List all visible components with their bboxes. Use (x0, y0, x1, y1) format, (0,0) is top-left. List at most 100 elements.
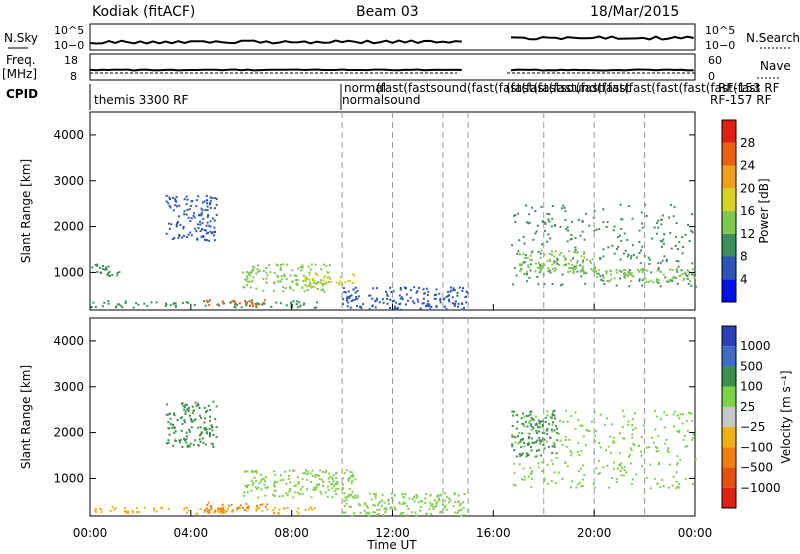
echo-cell (546, 463, 549, 466)
echo-cell (580, 255, 583, 258)
echo-cell (351, 475, 354, 478)
colorbar-segment (722, 487, 736, 508)
echo-cell (541, 425, 544, 428)
echo-cell (665, 258, 668, 261)
echo-cell (322, 481, 325, 484)
echo-cell (691, 482, 694, 485)
echo-cell (189, 231, 192, 234)
echo-cell (247, 507, 250, 510)
echo-cell (359, 305, 362, 308)
echo-cell (576, 451, 579, 454)
echo-cell (347, 495, 350, 498)
echo-cell (178, 441, 181, 444)
echo-cell (528, 276, 531, 279)
echo-cell (531, 477, 533, 480)
echo-cell (174, 198, 177, 201)
echo-cell (123, 507, 126, 509)
echo-cell (667, 280, 670, 283)
colorbar-tick-label: 100 (740, 380, 763, 394)
nsearch-ytick-bottom: 10−0 (705, 39, 735, 52)
echo-cell (554, 224, 557, 226)
echo-cell (553, 429, 556, 432)
echo-cell (202, 236, 205, 239)
echo-cell (567, 229, 570, 232)
echo-cell (640, 211, 643, 214)
echo-cell (660, 219, 663, 221)
echo-cell (167, 441, 170, 444)
echo-cell (581, 478, 584, 481)
nsky-trace (89, 35, 694, 45)
echo-cell (191, 412, 194, 415)
echo-cell (548, 258, 551, 261)
echo-cell (192, 214, 195, 217)
echo-cell (439, 297, 442, 300)
echo-cell (196, 223, 199, 226)
colorbar-tick-label: 1000 (740, 339, 771, 353)
echo-cell (538, 439, 541, 442)
echo-cell (531, 470, 534, 473)
echo-cell (272, 509, 275, 512)
echo-cell (289, 285, 292, 288)
echo-cell (276, 280, 279, 283)
echo-cell (689, 280, 692, 283)
echo-cell (242, 285, 245, 288)
echo-cell (246, 284, 249, 286)
echo-cell (439, 299, 442, 302)
echo-cell (406, 505, 409, 508)
echo-cell (300, 269, 302, 272)
echo-cell (259, 473, 262, 476)
echo-cell (215, 405, 218, 408)
echo-cell (530, 428, 533, 431)
echo-cell (345, 498, 348, 501)
echo-cell (190, 234, 193, 237)
echo-cell (173, 426, 176, 429)
echo-cell (681, 272, 684, 275)
echo-cell (296, 476, 299, 479)
echo-cell (195, 199, 198, 202)
echo-cell (684, 273, 687, 276)
echo-cell (382, 301, 385, 304)
echo-cell (622, 474, 625, 477)
echo-cell (256, 302, 259, 305)
echo-cell (304, 275, 307, 278)
echo-cell (306, 488, 308, 491)
echo-cell (576, 270, 579, 273)
colorbar-tick-label: 20 (740, 181, 755, 195)
echo-cell (428, 303, 431, 306)
echo-cell (518, 463, 521, 466)
echo-cell (663, 233, 666, 236)
echo-cell (615, 478, 618, 481)
echo-cell (434, 506, 437, 508)
echo-cell (521, 439, 524, 442)
echo-cell (376, 508, 379, 511)
echo-cell (573, 270, 575, 273)
ytick-label: 4000 (53, 128, 84, 142)
echo-cell (203, 511, 206, 513)
echo-cell (310, 285, 313, 287)
echo-cell (381, 493, 384, 496)
echo-cell (641, 279, 644, 282)
echo-cell (336, 481, 339, 483)
echo-cell (121, 306, 124, 309)
echo-cell (654, 445, 657, 448)
echo-cell (257, 496, 260, 499)
echo-cell (445, 308, 448, 311)
echo-cell (582, 261, 585, 264)
echo-cell (642, 424, 645, 427)
echo-cell (168, 205, 171, 207)
echo-cell (529, 423, 532, 426)
echo-cell (374, 511, 376, 514)
echo-cell (527, 414, 530, 417)
colorbar-segment (722, 188, 736, 211)
echo-cell (676, 463, 679, 466)
echo-cell (375, 492, 377, 495)
echo-cell (185, 203, 188, 206)
echo-cell (583, 238, 586, 241)
echo-cell (619, 258, 622, 261)
echo-cell (311, 508, 314, 511)
echo-cell (531, 426, 534, 428)
echo-cell (359, 504, 361, 507)
echo-cell (438, 497, 441, 500)
